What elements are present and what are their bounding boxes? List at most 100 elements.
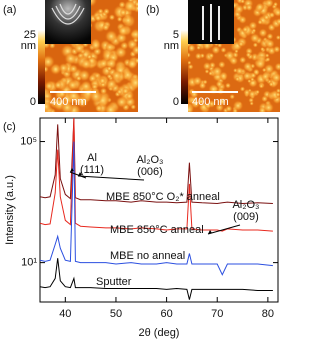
grain — [257, 19, 263, 25]
grain — [265, 38, 275, 49]
grain — [235, 76, 240, 82]
colorbar-tick-label: 5 — [173, 29, 179, 41]
grain — [121, 69, 134, 81]
diffraction-inset — [45, 0, 91, 44]
grain — [272, 1, 279, 7]
grain — [125, 92, 133, 100]
annotation: Al₂O₃ — [136, 154, 163, 166]
x-tick-label: 80 — [262, 308, 274, 320]
y-tick-label: 10⁵ — [20, 135, 37, 147]
colorbar — [181, 30, 188, 104]
grain — [235, 66, 244, 76]
grain — [229, 93, 236, 100]
grain — [268, 11, 276, 19]
grain — [202, 61, 212, 71]
grain — [45, 100, 52, 112]
grain — [250, 77, 255, 82]
grain — [194, 52, 203, 60]
grain — [211, 65, 223, 77]
series-label: MBE no anneal — [110, 250, 185, 262]
colorbar-tick-label: 0 — [173, 96, 179, 108]
grain — [261, 67, 267, 73]
grain — [68, 64, 79, 74]
annotation: (009) — [233, 211, 259, 223]
grain — [119, 8, 127, 17]
grain — [238, 56, 247, 64]
grain — [264, 0, 274, 8]
grain — [80, 80, 93, 93]
grain — [90, 39, 102, 51]
annotation: Al — [87, 152, 97, 164]
y-axis-title: Intensity (a.u.) — [4, 175, 16, 245]
page: {"afm_panels": [ {"label": "(a)", "color… — [3, 0, 280, 339]
plot-frame — [39, 117, 279, 303]
grain — [251, 28, 257, 33]
series-line — [40, 258, 273, 300]
series-line — [40, 118, 273, 232]
grain — [263, 102, 275, 112]
grain — [98, 58, 109, 69]
annotation-arrow — [69, 171, 87, 179]
scale-bar-label: 400 nm — [50, 96, 87, 108]
grain — [188, 60, 192, 65]
annotation: (111) — [80, 164, 104, 176]
grain — [73, 42, 85, 54]
colorbar-unit: nm — [164, 40, 179, 52]
grain — [275, 34, 280, 41]
diffraction-arcs — [51, 3, 85, 25]
grain — [105, 42, 115, 52]
grain — [188, 52, 191, 59]
colorbar-tick-label: 25 — [24, 29, 36, 41]
grain — [261, 95, 269, 103]
panel-label: (b) — [146, 4, 159, 16]
grain — [252, 68, 260, 76]
grain — [106, 73, 113, 80]
grain — [238, 41, 244, 47]
grain — [117, 25, 129, 37]
grain — [248, 21, 258, 31]
colorbar — [38, 30, 45, 104]
grain — [240, 0, 246, 4]
grain — [225, 105, 233, 112]
grain — [274, 62, 280, 72]
grain — [60, 100, 75, 112]
grain — [45, 81, 54, 91]
annotation: Al₂O₃ — [232, 199, 259, 211]
grain — [124, 0, 137, 13]
grain — [190, 99, 201, 109]
grain — [67, 79, 78, 91]
grain — [188, 104, 194, 112]
colorbar-tick-label: 0 — [30, 96, 36, 108]
grain — [243, 88, 251, 97]
grain — [134, 57, 138, 64]
grain — [275, 17, 280, 26]
arrow-head — [208, 230, 212, 234]
grain — [255, 2, 265, 12]
grain — [54, 81, 63, 90]
grain — [45, 54, 56, 69]
grain — [94, 14, 102, 22]
grain — [258, 28, 268, 38]
grain — [130, 103, 137, 110]
x-axis-title: 2θ (deg) — [139, 327, 180, 339]
grain — [252, 42, 259, 48]
y-tick-label: 10¹ — [21, 257, 37, 269]
grain — [217, 97, 227, 106]
arrow-head — [70, 168, 74, 172]
grain — [75, 75, 82, 82]
grain — [259, 83, 264, 89]
grain — [111, 70, 123, 82]
grain — [275, 91, 280, 98]
grain — [116, 16, 123, 23]
grain — [249, 101, 254, 106]
grain — [266, 32, 274, 40]
grain — [242, 61, 253, 72]
x-tick-label: 40 — [59, 308, 71, 320]
grain — [102, 23, 110, 32]
grain — [128, 75, 138, 90]
grain — [263, 63, 275, 75]
grain — [245, 3, 253, 12]
plot-lines — [40, 118, 273, 300]
annotation: (006) — [137, 166, 163, 178]
grain — [196, 45, 202, 51]
